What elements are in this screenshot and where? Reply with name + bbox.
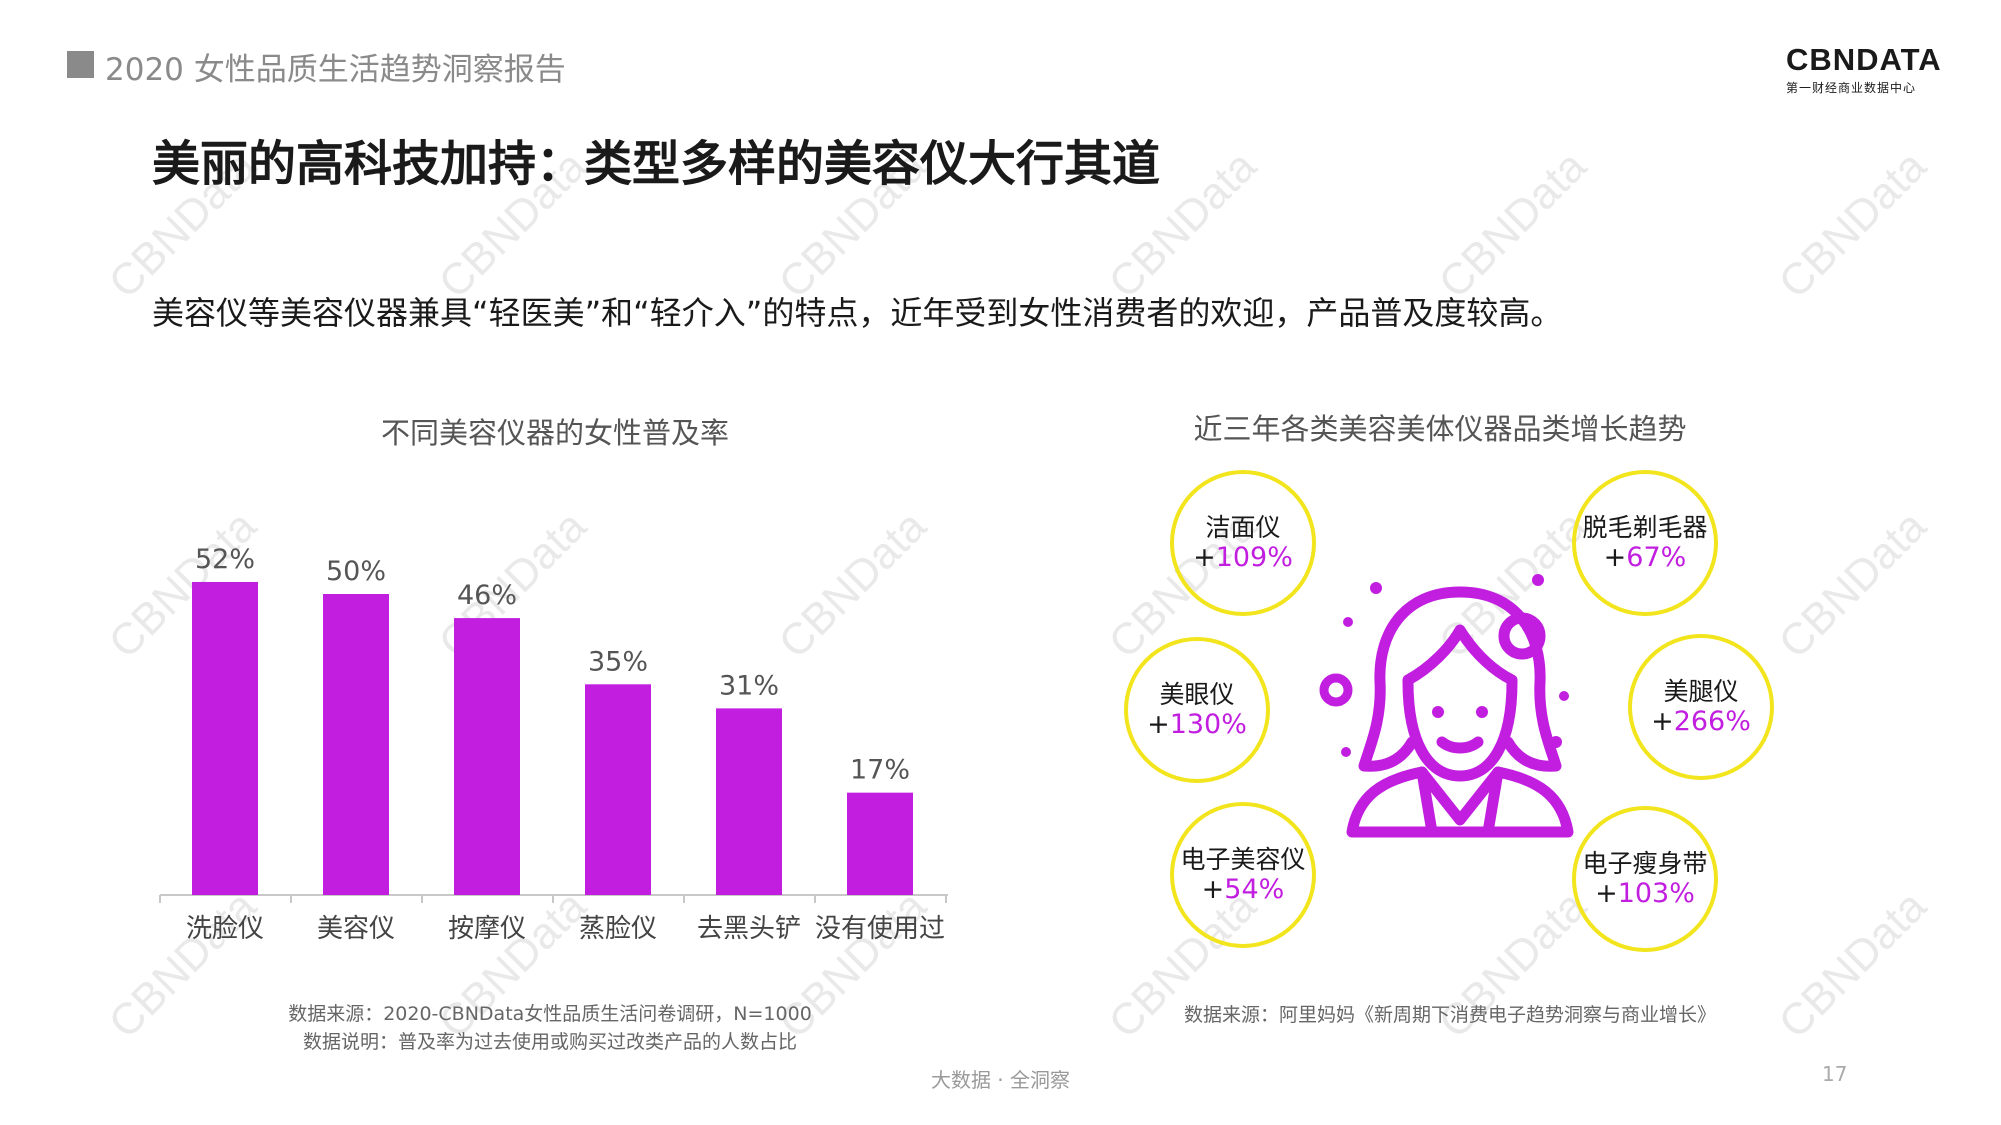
bar-4 [716,708,782,895]
bubble-value: 266% [1673,706,1751,737]
growth-chart-source: 数据来源：阿里妈妈《新周期下消费电子趋势洞察与商业增长》 [1183,1004,1716,1026]
bubble-value: 103% [1617,878,1695,909]
watermark-text: CBNData [1429,141,1596,308]
bubble-value: 130% [1169,709,1247,740]
bubble-label: 美腿仪 [1663,677,1739,706]
bubble-prefix: + [1201,874,1225,905]
footer-tagline: 大数据 · 全洞察 [930,1068,1071,1092]
bubble-growth: +54% [1202,875,1285,905]
bubble-prefix: + [1603,542,1627,573]
x-tick-label: 没有使用过 [815,914,945,944]
x-tick-label: 美容仪 [317,914,395,944]
bar-chart-source-line: 数据来源：2020-CBNData女性品质生活问卷调研，N=1000 [288,1003,812,1025]
bubble-label: 洁面仪 [1205,513,1281,542]
bar-value-label: 31% [719,670,779,701]
bar-2 [454,618,520,895]
bar-value-label: 35% [588,646,648,677]
bar-chart-source: 数据来源：2020-CBNData女性品质生活问卷调研，N=1000 数据说明：… [240,1000,860,1056]
x-tick-label: 蒸脸仪 [579,914,657,944]
watermark-text: CBNData [1769,501,1936,668]
bubble-eye-device: 美眼仪 +130% [1124,637,1270,783]
bar-value-label: 50% [326,556,386,587]
page-title: 美丽的高科技加持：类型多样的美容仪大行其道 [152,136,1161,192]
bar-3 [585,684,651,895]
bubble-prefix: + [1147,709,1170,740]
page-number: 17 [1822,1062,1848,1086]
bar-0 [192,581,258,895]
bubble-electronic-beauty: 电子美容仪 +54% [1170,802,1316,948]
watermark-text: CBNData [1769,141,1936,308]
bubble-prefix: + [1651,706,1674,737]
bubble-growth: +266% [1651,707,1751,737]
bubble-slimming-belt: 电子瘦身带 +103% [1572,806,1718,952]
bubble-prefix: + [1595,878,1618,909]
bubble-hair-removal: 脱毛剃毛器 +67% [1572,470,1718,616]
bubble-value: 67% [1626,542,1687,573]
bubble-leg-device: 美腿仪 +266% [1628,634,1774,780]
header-marker [67,51,94,78]
bubble-growth: +103% [1595,879,1695,909]
cbndata-logo: CBNDATA 第一财经商业数据中心 [1786,42,1942,96]
bubble-value: 54% [1224,874,1285,905]
bar-chart-note-line: 数据说明：普及率为过去使用或购买过改类产品的人数占比 [302,1031,797,1053]
bubble-label: 美眼仪 [1159,680,1235,709]
bar-chart-title: 不同美容仪器的女性普及率 [380,416,729,450]
bubble-growth: +67% [1604,543,1687,573]
bar-value-label: 46% [457,580,517,611]
bubble-growth: +130% [1147,710,1247,740]
bubble-label: 电子瘦身带 [1582,849,1708,878]
report-title: 2020 女性品质生活趋势洞察报告 [105,52,566,88]
watermark-text: CBNData [1769,881,1936,1048]
bar-5 [847,792,913,895]
bubble-cleanser: 洁面仪 +109% [1170,470,1316,616]
bar-value-label: 17% [850,755,910,786]
woman-portrait-icon [1319,574,1574,838]
bar-chart: 52% 洗脸仪 50% 美容仪 46% 按摩仪 35% 蒸脸仪 31% 去黑头铲 17% 没有使用过 [159,544,948,944]
bubble-value: 109% [1215,542,1293,573]
bubble-prefix: + [1193,542,1216,573]
logo-main-text: CBNDATA [1786,42,1942,77]
bar-value-label: 52% [195,544,255,575]
bubble-label: 电子美容仪 [1180,845,1306,874]
x-tick-label: 去黑头铲 [697,914,801,944]
logo-sub-text: 第一财经商业数据中心 [1786,81,1917,95]
bar-1 [323,594,389,895]
page-subtitle: 美容仪等美容仪器兼具“轻医美”和“轻介入”的特点，近年受到女性消费者的欢迎，产品… [152,294,1563,332]
bubble-label: 脱毛剃毛器 [1582,513,1708,542]
bubble-growth: +109% [1193,543,1293,573]
growth-chart-title: 近三年各类美容美体仪器品类增长趋势 [1193,412,1687,446]
x-tick-label: 洗脸仪 [186,914,264,944]
x-tick-label: 按摩仪 [448,914,526,944]
